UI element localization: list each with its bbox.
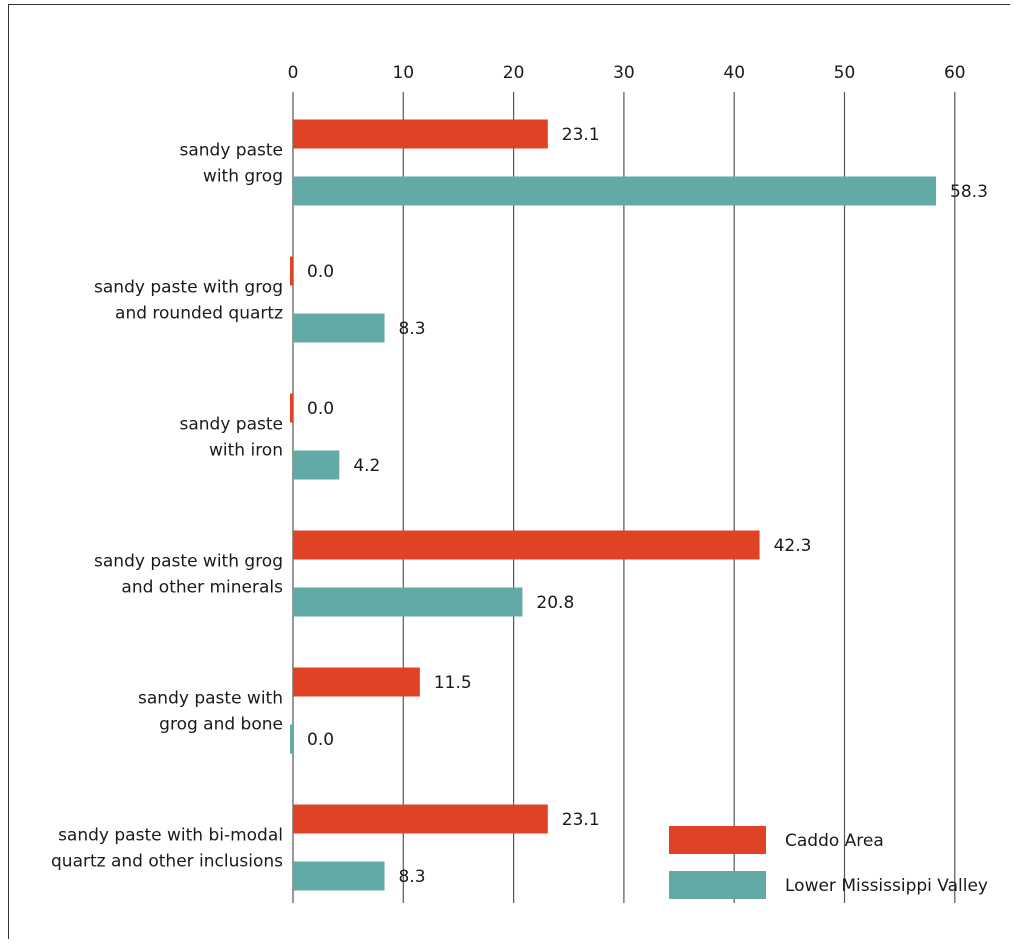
data-label: 58.3 — [950, 182, 988, 202]
category-label: sandy paste with — [138, 689, 283, 709]
x-tick-label: 50 — [834, 63, 856, 83]
x-tick-label: 20 — [503, 63, 525, 83]
data-label: 42.3 — [774, 536, 812, 556]
data-label: 23.1 — [562, 125, 600, 145]
bar-lower-mississippi-valley — [290, 724, 293, 754]
category-label: sandy paste with bi-modal — [58, 826, 283, 846]
bar-lower-mississippi-valley — [293, 313, 385, 343]
legend-swatch-lower-mississippi-valley — [669, 871, 766, 899]
category-label: and other minerals — [121, 578, 283, 598]
category-label: grog and bone — [159, 715, 283, 735]
category-label: with iron — [209, 441, 283, 461]
bar-caddo-area — [293, 667, 420, 697]
legend-swatch-caddo-area — [669, 826, 766, 854]
category-labels: sandy paste with grog sandy paste with gro… — [51, 141, 283, 872]
x-axis-ticks: 0 10 20 30 40 50 60 — [288, 63, 966, 83]
legend: Caddo Area Lower Mississippi Valley — [669, 826, 988, 899]
data-label: 23.1 — [562, 810, 600, 830]
category-label: with grog — [203, 167, 283, 187]
category-label: sandy paste with grog — [94, 552, 283, 572]
x-tick-label: 60 — [944, 63, 966, 83]
bar-caddo-area — [293, 804, 548, 834]
bar-lower-mississippi-valley — [293, 587, 523, 617]
category-label: quartz and other inclusions — [51, 852, 283, 872]
data-label: 0.0 — [307, 262, 334, 282]
bars — [290, 119, 937, 891]
category-label: sandy paste with grog — [94, 278, 283, 298]
value-labels: 23.1 58.3 0.0 8.3 0.0 4.2 42.3 20.8 11.5 0.0 23.1 8… — [307, 125, 988, 887]
data-label: 20.8 — [536, 593, 574, 613]
bar-caddo-area — [290, 256, 293, 286]
data-label: 0.0 — [307, 399, 334, 419]
category-label: and rounded quartz — [115, 304, 283, 324]
bar-caddo-area — [293, 119, 548, 149]
legend-label: Lower Mississippi Valley — [785, 876, 988, 896]
gridlines — [292, 92, 956, 903]
bar-lower-mississippi-valley — [293, 450, 340, 480]
category-label: sandy paste — [180, 141, 284, 161]
data-label: 8.3 — [399, 867, 426, 887]
legend-label: Caddo Area — [785, 831, 884, 851]
x-tick-label: 40 — [723, 63, 745, 83]
bar-lower-mississippi-valley — [293, 176, 937, 206]
chart-frame — [8, 4, 1010, 939]
category-label: sandy paste — [180, 415, 284, 435]
bar-caddo-area — [290, 393, 293, 423]
x-tick-label: 0 — [288, 63, 299, 83]
bar-caddo-area — [293, 530, 760, 560]
x-tick-label: 30 — [613, 63, 635, 83]
data-label: 4.2 — [353, 456, 380, 476]
bar-lower-mississippi-valley — [293, 861, 385, 891]
x-tick-label: 10 — [392, 63, 414, 83]
data-label: 0.0 — [307, 730, 334, 750]
data-label: 8.3 — [399, 319, 426, 339]
data-label: 11.5 — [434, 673, 472, 693]
